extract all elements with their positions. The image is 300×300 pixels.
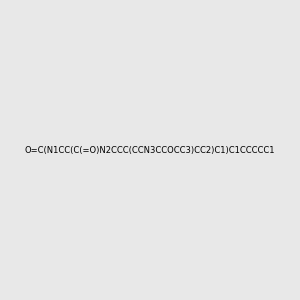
Text: O=C(N1CC(C(=O)N2CCC(CCN3CCOCC3)CC2)C1)C1CCCCC1: O=C(N1CC(C(=O)N2CCC(CCN3CCOCC3)CC2)C1)C1… — [25, 146, 275, 154]
